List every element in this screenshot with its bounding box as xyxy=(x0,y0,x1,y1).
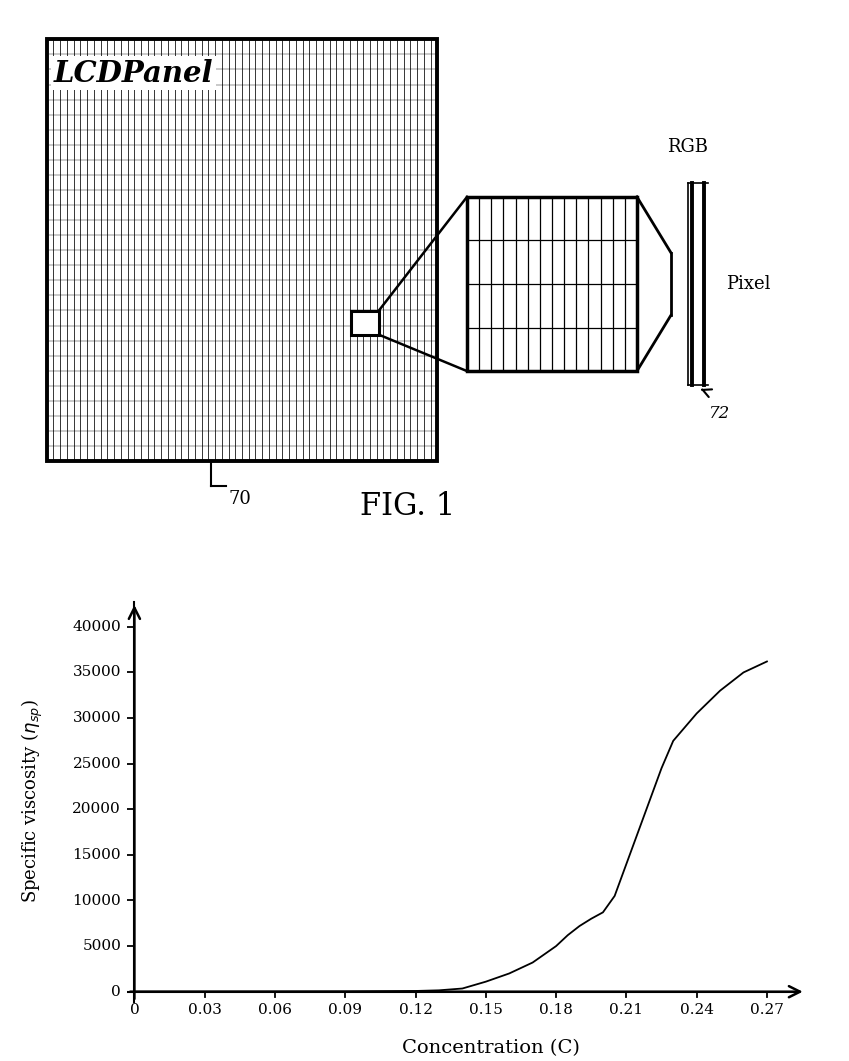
Text: 0.15: 0.15 xyxy=(469,1004,503,1017)
Bar xyxy=(47,39,437,462)
Text: 0.27: 0.27 xyxy=(750,1004,784,1017)
Text: 35000: 35000 xyxy=(73,665,121,679)
Text: 40000: 40000 xyxy=(72,620,121,633)
Bar xyxy=(467,197,637,371)
Text: 0: 0 xyxy=(111,985,121,998)
Text: 0.09: 0.09 xyxy=(329,1004,363,1017)
Text: 20000: 20000 xyxy=(72,802,121,816)
Text: 72: 72 xyxy=(709,405,730,422)
Text: 0.06: 0.06 xyxy=(258,1004,292,1017)
Text: FIG. 1: FIG. 1 xyxy=(360,490,455,522)
Text: 0.21: 0.21 xyxy=(610,1004,644,1017)
Text: 0.12: 0.12 xyxy=(398,1004,432,1017)
Text: 10000: 10000 xyxy=(72,893,121,907)
Text: 0.24: 0.24 xyxy=(679,1004,713,1017)
Bar xyxy=(351,311,379,334)
Text: 5000: 5000 xyxy=(82,939,121,953)
Bar xyxy=(467,197,637,371)
Bar xyxy=(47,39,437,462)
Text: 15000: 15000 xyxy=(72,848,121,862)
Text: RGB: RGB xyxy=(666,138,707,156)
Text: LCDPanel: LCDPanel xyxy=(53,58,213,88)
Text: Pixel: Pixel xyxy=(726,275,770,293)
Text: 30000: 30000 xyxy=(72,711,121,725)
Text: 0: 0 xyxy=(130,1004,139,1017)
Text: 25000: 25000 xyxy=(72,756,121,770)
Text: Specific viscosity ($\eta_{sp}$): Specific viscosity ($\eta_{sp}$) xyxy=(20,699,45,903)
Text: 0.18: 0.18 xyxy=(539,1004,573,1017)
Text: Concentration (C): Concentration (C) xyxy=(402,1039,579,1057)
Text: 0.03: 0.03 xyxy=(188,1004,222,1017)
Text: 70: 70 xyxy=(228,490,251,508)
